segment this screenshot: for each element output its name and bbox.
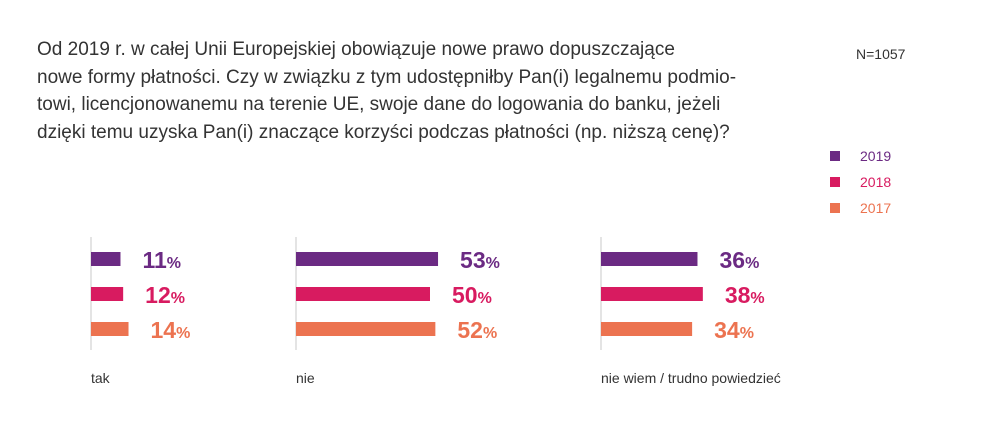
legend-swatch-2017 [830, 203, 840, 213]
value-label-2018-2: 38% [725, 282, 765, 308]
bar-2018-0 [91, 287, 124, 301]
legend-item-2019: 2019 [830, 143, 891, 169]
bar-2019-2 [601, 252, 698, 266]
question-line-1: Od 2019 r. w całej Unii Europejskiej obo… [37, 39, 675, 60]
question-title: Od 2019 r. w całej Unii Europejskiej obo… [37, 36, 797, 146]
bar-2018-2 [601, 287, 703, 301]
legend-swatch-2019 [830, 151, 840, 161]
bar-2017-2 [601, 322, 693, 336]
legend: 2019 2018 2017 [830, 143, 891, 221]
question-line-3: towi, licencjonowanemu na terenie UE, sw… [37, 94, 721, 115]
legend-label-2017: 2017 [860, 200, 892, 216]
value-label-2019-0: 11% [142, 247, 181, 273]
value-label-2019-1: 53% [460, 247, 500, 273]
bar-2017-0 [91, 322, 129, 336]
bar-2019-0 [91, 252, 121, 266]
legend-item-2018: 2018 [830, 169, 891, 195]
bar-2018-1 [296, 287, 430, 301]
category-label-0: tak [91, 370, 111, 386]
value-label-2017-2: 34% [714, 317, 754, 343]
value-label-2018-1: 50% [452, 282, 492, 308]
legend-label-2018: 2018 [860, 174, 892, 190]
legend-swatch-2018 [830, 177, 840, 187]
category-label-2: nie wiem / trudno powiedzieć [601, 370, 781, 386]
question-line-2: nowe formy płatności. Czy w związku z ty… [37, 66, 737, 88]
category-label-1: nie [296, 370, 315, 386]
bar-2017-1 [296, 322, 436, 336]
legend-label-2019: 2019 [860, 148, 892, 164]
value-label-2017-1: 52% [457, 317, 497, 343]
value-label-2019-2: 36% [719, 247, 759, 273]
legend-item-2017: 2017 [830, 195, 891, 221]
bar-2019-1 [296, 252, 439, 266]
value-label-2018-0: 12% [145, 282, 185, 308]
sample-size-label: N=1057 [856, 46, 906, 62]
value-label-2017-0: 14% [151, 317, 191, 343]
question-line-4: dzięki temu uzyska Pan(i) znaczące korzy… [37, 121, 730, 143]
